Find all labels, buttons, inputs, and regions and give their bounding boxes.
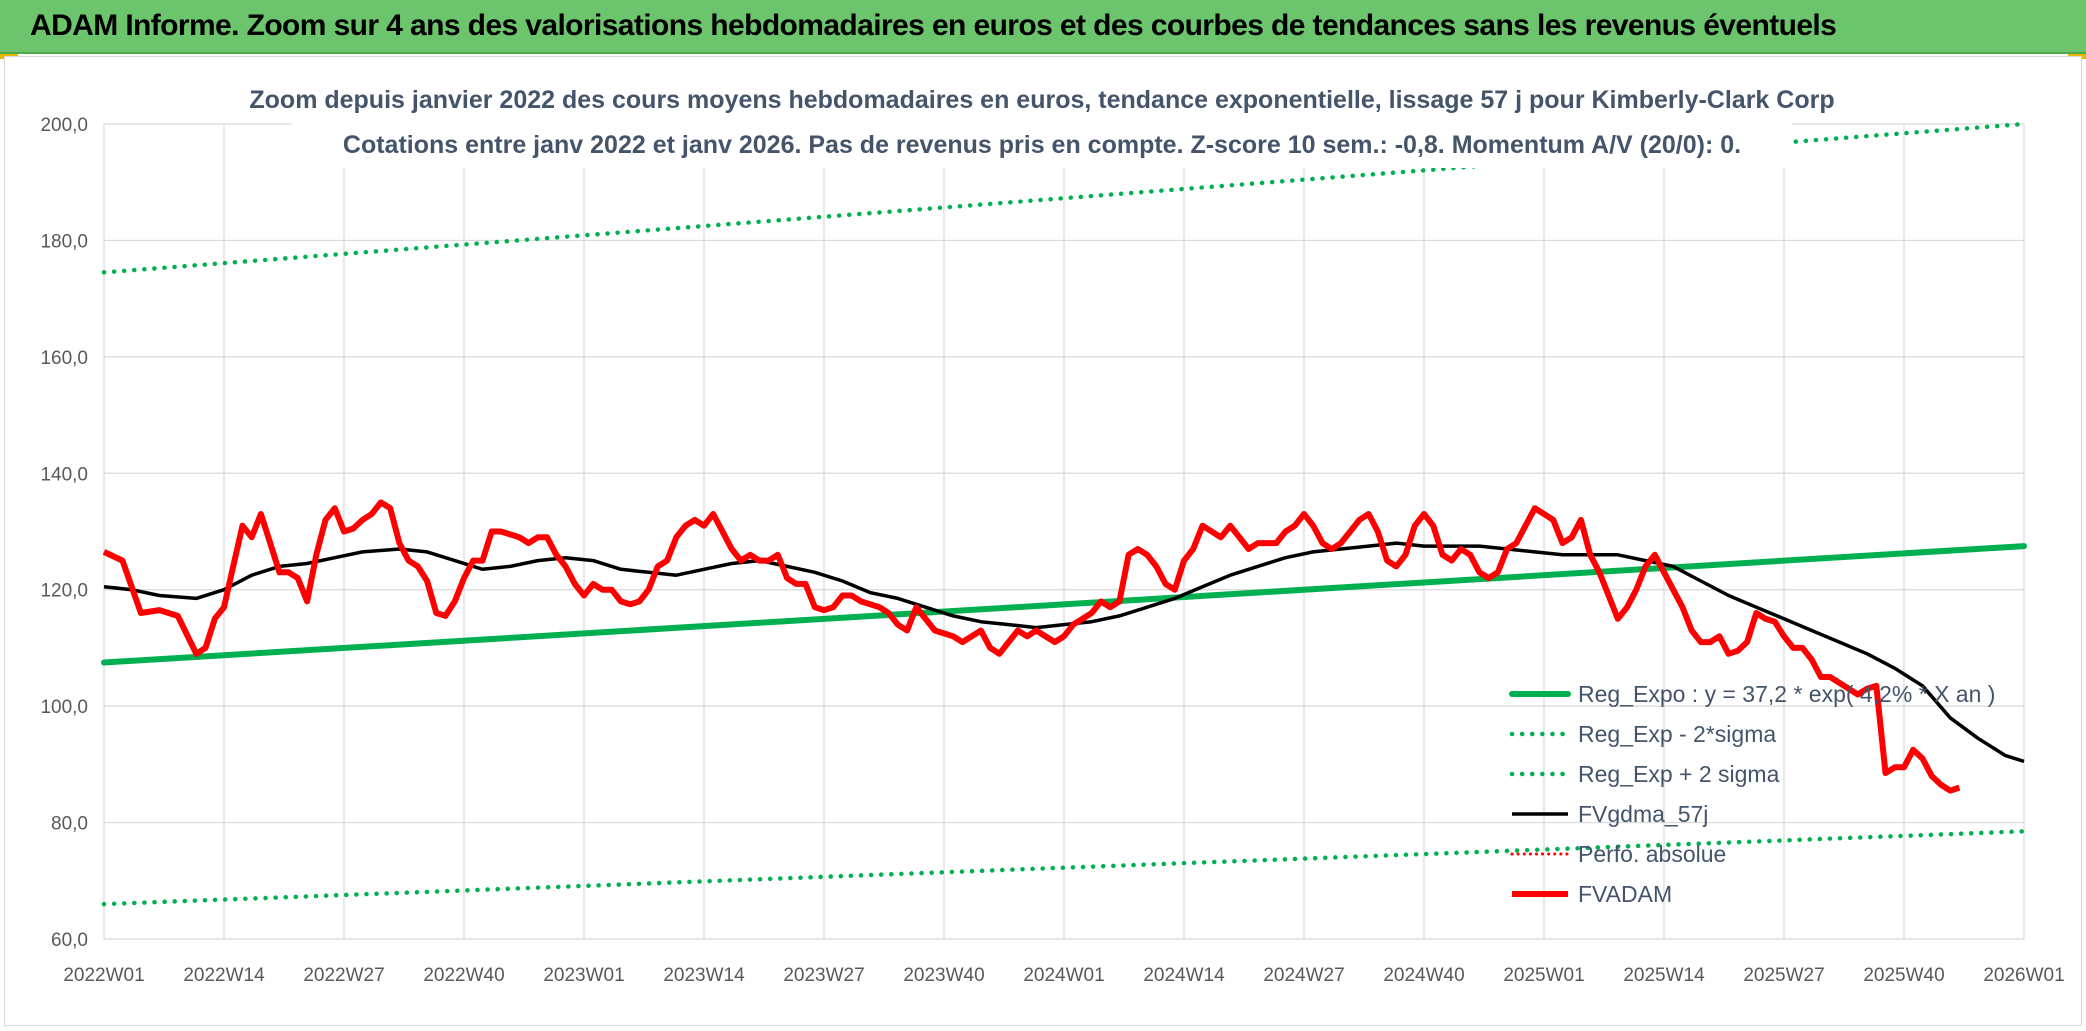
y-tick-label: 180,0	[40, 231, 88, 252]
legend-label-fvgdma: FVgdma_57j	[1578, 801, 1708, 827]
y-axis: 60,0 80,0 100,0 120,0 140,0 160,0 180,0 200,0	[40, 115, 88, 951]
y-tick-label: 120,0	[40, 581, 88, 602]
legend-label-reg_plus: Reg_Exp + 2 sigma	[1578, 761, 1780, 787]
x-tick-label: 2025W01	[1503, 965, 1584, 986]
y-tick-label: 160,0	[40, 348, 88, 369]
series-reg_minus	[101, 829, 2027, 907]
chart-subtitle-line-2: Cotations entre janv 2022 et janv 2026. …	[343, 131, 1741, 159]
x-tick-label: 2025W27	[1743, 965, 1824, 986]
x-tick-label: 2022W01	[63, 965, 144, 986]
x-tick-label: 2023W14	[663, 965, 745, 986]
x-tick-label: 2024W14	[1143, 965, 1225, 986]
legend-label-perfo: Perfo. absolue	[1578, 841, 1726, 867]
legend-label-reg_minus: Reg_Exp - 2*sigma	[1578, 721, 1776, 747]
y-tick-label: 80,0	[51, 814, 88, 835]
y-tick-label: 100,0	[40, 697, 88, 718]
chart-subtitle-line-1: Zoom depuis janvier 2022 des cours moyen…	[249, 86, 1834, 114]
x-tick-label: 2022W14	[183, 965, 265, 986]
x-tick-label: 2022W27	[303, 965, 384, 986]
series-fvadam	[102, 499, 1961, 794]
banner: ADAM Informe. Zoom sur 4 ans des valoris…	[0, 0, 2086, 54]
x-tick-label: 2024W01	[1023, 965, 1104, 986]
y-tick-label: 200,0	[40, 115, 88, 136]
x-tick-label: 2024W40	[1383, 965, 1464, 986]
x-tick-label: 2023W01	[543, 965, 624, 986]
x-axis: 2022W01 2022W14 2022W27 2022W40 2023W01 2023W…	[63, 965, 2064, 986]
grid	[103, 123, 2025, 940]
series-reg_expo	[101, 543, 2027, 666]
x-tick-label: 2024W27	[1263, 965, 1344, 986]
x-tick-label: 2026W01	[1983, 965, 2064, 986]
banner-title: ADAM Informe. Zoom sur 4 ans des valoris…	[30, 9, 1837, 42]
y-tick-label: 60,0	[51, 930, 88, 951]
x-tick-label: 2025W40	[1863, 965, 1944, 986]
subtitle-background	[292, 76, 1792, 168]
legend: Reg_Expo : y = 37,2 * exp( 4,2% * X an )…	[1509, 681, 1995, 907]
legend-label-reg_expo: Reg_Expo : y = 37,2 * exp( 4,2% * X an )	[1578, 681, 1995, 707]
x-tick-label: 2023W27	[783, 965, 864, 986]
chart-frame	[4, 56, 2082, 1026]
x-tick-label: 2023W40	[903, 965, 984, 986]
y-tick-label: 140,0	[40, 464, 88, 485]
x-tick-label: 2022W40	[423, 965, 504, 986]
legend-label-fvadam: FVADAM	[1578, 881, 1672, 907]
x-tick-label: 2025W14	[1623, 965, 1705, 986]
